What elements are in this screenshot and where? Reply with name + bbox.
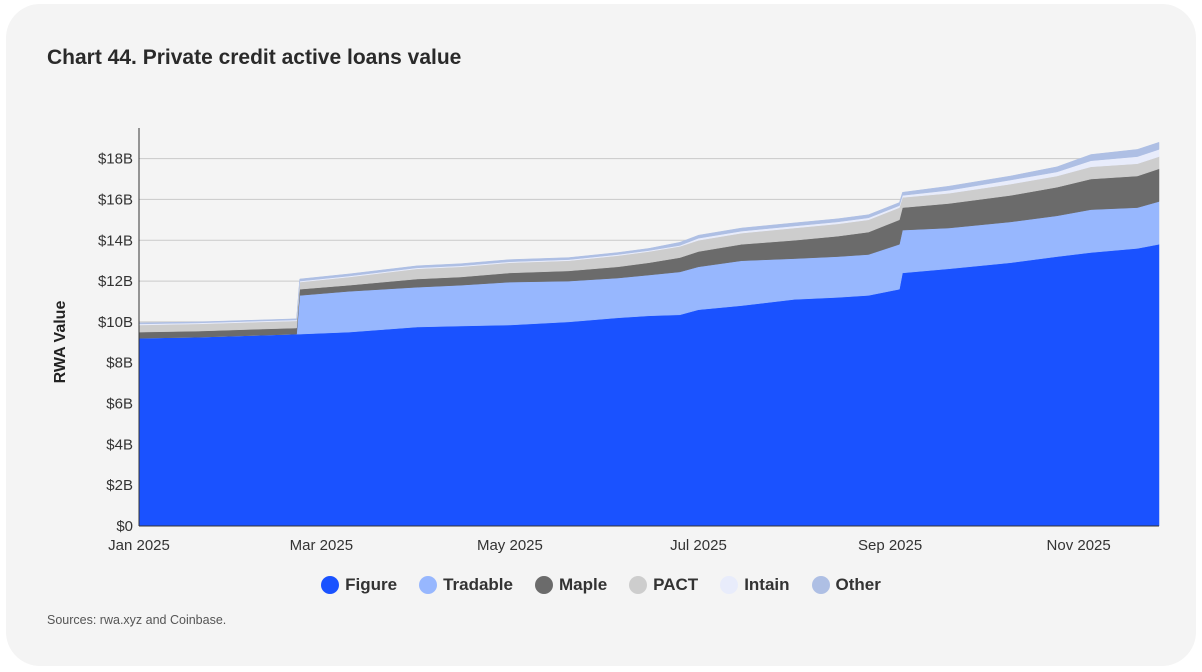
- y-tick-label-8: $16B: [98, 191, 133, 208]
- legend-swatch-intain: [720, 576, 739, 594]
- legend-item-figure: Figure: [321, 575, 397, 595]
- x-tick-label-1: Mar 2025: [290, 537, 353, 554]
- x-tick-labels: Jan 2025 Mar 2025 May 2025 Jul 2025 Sep 2025…: [108, 537, 1111, 554]
- x-tick-label-3: Jul 2025: [670, 537, 727, 554]
- legend-label-tradable: Tradable: [443, 575, 513, 594]
- legend-item-intain: Intain: [720, 575, 790, 595]
- legend-swatch-tradable: [419, 576, 438, 594]
- x-tick-label-4: Sep 2025: [858, 537, 922, 554]
- y-tick-label-0: $0: [116, 518, 133, 535]
- legend-label-figure: Figure: [345, 575, 398, 594]
- y-tick-label-9: $18B: [98, 151, 133, 168]
- y-tick-labels: $0 $2B $4B $6B $8B $10B $12B $14B $16B $18B: [98, 151, 133, 535]
- legend-label-maple: Maple: [558, 575, 608, 594]
- y-tick-label-3: $6B: [106, 396, 133, 413]
- legend-swatch-figure: [321, 576, 340, 594]
- y-tick-label-1: $2B: [106, 477, 133, 494]
- legend: Figure Tradable Maple PACT Intain Other: [6, 575, 1196, 595]
- legend-item-other: Other: [811, 575, 881, 595]
- legend-swatch-other: [811, 576, 830, 594]
- legend-item-pact: PACT: [629, 575, 698, 595]
- y-tick-label-2: $4B: [106, 436, 133, 453]
- legend-label-pact: PACT: [653, 575, 699, 594]
- area-other: [138, 141, 1160, 325]
- legend-label-other: Other: [835, 575, 881, 594]
- y-tick-label-6: $12B: [98, 273, 133, 290]
- x-tick-label-2: May 2025: [477, 537, 543, 554]
- x-tick-label-5: Nov 2025: [1047, 537, 1111, 554]
- source-note: Sources: rwa.xyz and Coinbase.: [47, 613, 227, 627]
- axes: [138, 128, 1159, 527]
- y-axis-label: RWA Value: [52, 301, 69, 384]
- legend-item-maple: Maple: [534, 575, 608, 595]
- y-tick-label-7: $14B: [98, 232, 133, 249]
- legend-swatch-maple: [534, 576, 553, 594]
- legend-label-intain: Intain: [744, 575, 790, 594]
- y-tick-label-4: $8B: [106, 355, 133, 372]
- x-tick-label-0: Jan 2025: [108, 537, 170, 554]
- chart-title: Chart 44. Private credit active loans va…: [47, 46, 462, 69]
- legend-item-tradable: Tradable: [419, 575, 513, 595]
- y-tick-label-5: $10B: [98, 314, 133, 331]
- chart-card: Chart 44. Private credit active loans va…: [6, 4, 1196, 666]
- legend-swatch-pact: [629, 576, 648, 594]
- area-chart: $0 $2B $4B $6B $8B $10B $12B $14B $16B $18B Jan 2…: [52, 128, 1160, 554]
